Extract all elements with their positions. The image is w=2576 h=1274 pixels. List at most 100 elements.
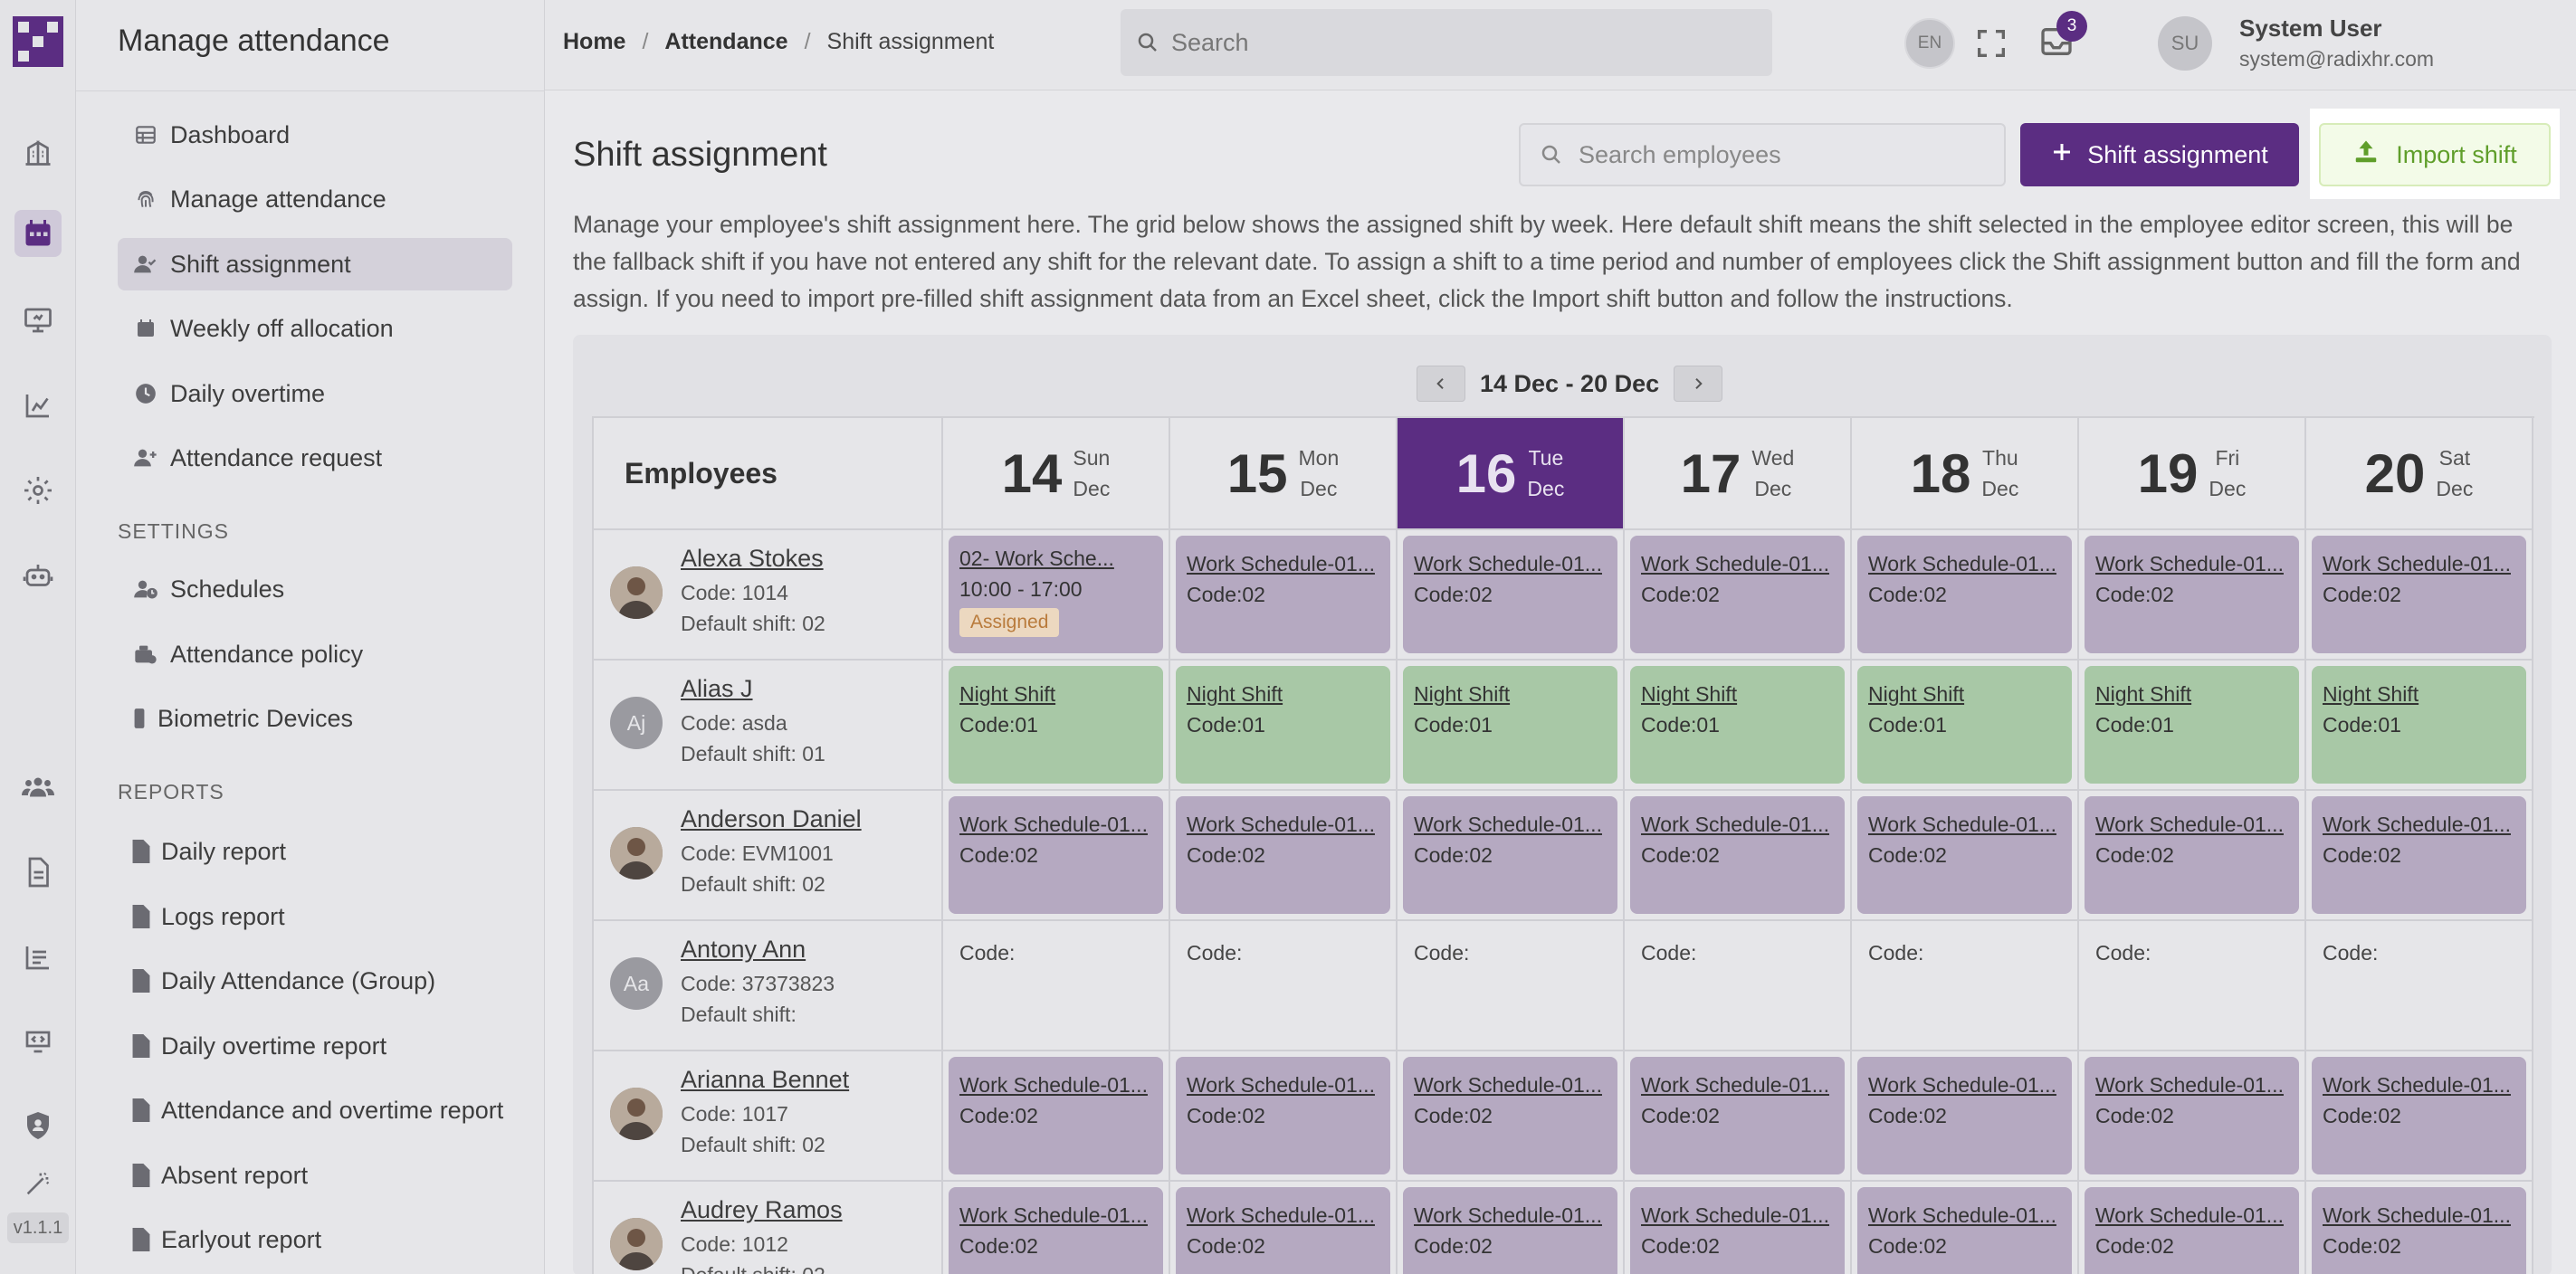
shift-card[interactable]: Work Schedule-01... Code:02 [1403,796,1617,914]
shift-cell[interactable]: Code: [2306,921,2533,1051]
shift-card[interactable]: Work Schedule-01... Code:02 [2085,1057,2299,1174]
shift-name-link[interactable]: Night Shift [959,682,1056,706]
shift-name-link[interactable]: Work Schedule-01... [2323,813,2511,836]
shift-name-link[interactable]: Work Schedule-01... [1187,1203,1375,1227]
shift-card[interactable]: Work Schedule-01... Code:02 [2312,536,2526,653]
shift-cell[interactable]: Night Shift Code:01 [1398,661,1625,791]
shift-cell[interactable]: Work Schedule-01... Code:02 [1625,1182,1852,1274]
shift-cell[interactable]: Work Schedule-01... Code:02 [1625,1051,1852,1182]
sidebar-item-daily-overtime-report[interactable]: Daily overtime report [118,1020,512,1072]
shift-cell[interactable]: 02- Work Sche... 10:00 - 17:00 Assigned [943,530,1170,661]
shift-card[interactable]: Work Schedule-01... Code:02 [949,796,1163,914]
shift-cell[interactable]: Work Schedule-01... Code:02 [1625,530,1852,661]
shift-cell[interactable]: Work Schedule-01... Code:02 [943,1182,1170,1274]
shift-name-link[interactable]: Work Schedule-01... [1187,552,1375,575]
sidebar-item-earlyout-report[interactable]: Earlyout report [118,1213,512,1266]
users-icon[interactable] [14,764,62,811]
shift-name-link[interactable]: Night Shift [2323,682,2419,706]
shift-card[interactable]: Work Schedule-01... Code:02 [1630,796,1845,914]
shift-name-link[interactable]: Work Schedule-01... [1641,1203,1829,1227]
shift-cell[interactable]: Work Schedule-01... Code:02 [1398,1182,1625,1274]
shift-card[interactable]: Night Shift Code:01 [949,666,1163,784]
shift-card[interactable]: Work Schedule-01... Code:02 [1176,536,1390,653]
shift-cell[interactable]: Work Schedule-01... Code:02 [2079,1182,2306,1274]
sidebar-item-weekly-off[interactable]: Weekly off allocation [118,302,512,355]
shift-cell[interactable]: Code: [2079,921,2306,1051]
employee-name-link[interactable]: Audrey Ramos [681,1196,843,1223]
sidebar-item-manage-attendance[interactable]: Manage attendance [118,173,512,225]
shift-name-link[interactable]: Night Shift [1868,682,1965,706]
shift-card[interactable]: Work Schedule-01... Code:02 [2085,796,2299,914]
shift-name-link[interactable]: Work Schedule-01... [2095,552,2284,575]
shift-card[interactable]: Night Shift Code:01 [2085,666,2299,784]
shift-card[interactable]: Work Schedule-01... Code:02 [1630,1057,1845,1174]
sidebar-item-daily-report[interactable]: Daily report [118,825,512,878]
shift-assignment-button[interactable]: Shift assignment [2020,123,2299,186]
shift-card[interactable]: Night Shift Code:01 [1630,666,1845,784]
calendar-icon[interactable] [14,210,62,257]
breadcrumb-attendance[interactable]: Attendance [664,29,788,54]
shift-name-link[interactable]: Work Schedule-01... [1641,552,1829,575]
next-week-button[interactable] [1674,366,1723,402]
language-button[interactable]: EN [1904,18,1955,69]
shift-card[interactable]: Work Schedule-01... Code:02 [949,1057,1163,1174]
shift-name-link[interactable]: Night Shift [2095,682,2192,706]
shift-name-link[interactable]: Work Schedule-01... [1641,1073,1829,1097]
shift-name-link[interactable]: Work Schedule-01... [1641,813,1829,836]
shift-cell[interactable]: Work Schedule-01... Code:02 [1852,1051,2079,1182]
shift-name-link[interactable]: Work Schedule-01... [1187,813,1375,836]
sidebar-item-daily-overtime[interactable]: Daily overtime [118,367,512,420]
sidebar-item-schedules[interactable]: Schedules [118,563,512,615]
shift-cell[interactable]: Work Schedule-01... Code:02 [2079,530,2306,661]
shift-cell[interactable]: Code: [1852,921,2079,1051]
shift-name-link[interactable]: Work Schedule-01... [2323,552,2511,575]
shift-cell[interactable]: Work Schedule-01... Code:02 [1625,791,1852,921]
shift-card[interactable]: Work Schedule-01... Code:02 [2085,536,2299,653]
shift-card[interactable]: Work Schedule-01... Code:02 [2085,1187,2299,1274]
shift-cell[interactable]: Night Shift Code:01 [943,661,1170,791]
shift-cell[interactable]: Work Schedule-01... Code:02 [1398,1051,1625,1182]
shift-name-link[interactable]: Work Schedule-01... [1414,1073,1602,1097]
sidebar-item-shift-assignment[interactable]: Shift assignment [118,238,512,290]
user-avatar[interactable]: SU [2158,16,2212,71]
shift-cell[interactable]: Work Schedule-01... Code:02 [1170,530,1398,661]
breadcrumb-home[interactable]: Home [563,29,626,54]
prev-week-button[interactable] [1417,366,1465,402]
shift-card[interactable]: Work Schedule-01... Code:02 [1403,1057,1617,1174]
shift-cell[interactable]: Work Schedule-01... Code:02 [943,1051,1170,1182]
shift-name-link[interactable]: Work Schedule-01... [1414,552,1602,575]
shift-card[interactable]: Work Schedule-01... Code:02 [1176,796,1390,914]
sidebar-item-absent-report[interactable]: Absent report [118,1149,512,1202]
shift-name-link[interactable]: Work Schedule-01... [1868,552,2056,575]
shift-card[interactable]: Night Shift Code:01 [2312,666,2526,784]
chart-icon[interactable] [14,382,62,429]
shift-card[interactable]: Work Schedule-01... Code:02 [2312,796,2526,914]
shift-card[interactable]: Night Shift Code:01 [1857,666,2072,784]
shift-name-link[interactable]: Work Schedule-01... [959,1203,1148,1227]
building-icon[interactable] [14,128,62,176]
employee-name-link[interactable]: Alias J [681,675,753,702]
shift-card[interactable]: Work Schedule-01... Code:02 [1857,1187,2072,1274]
shift-card[interactable]: 02- Work Sche... 10:00 - 17:00 Assigned [949,536,1163,653]
shift-cell[interactable]: Night Shift Code:01 [1852,661,2079,791]
shift-cell[interactable]: Code: [943,921,1170,1051]
shift-cell[interactable]: Work Schedule-01... Code:02 [2306,1182,2533,1274]
shift-cell[interactable]: Work Schedule-01... Code:02 [1852,791,2079,921]
shift-cell[interactable]: Work Schedule-01... Code:02 [2079,791,2306,921]
sidebar-item-attendance-request[interactable]: Attendance request [118,432,512,484]
shift-cell[interactable]: Work Schedule-01... Code:02 [1398,791,1625,921]
shift-card[interactable]: Work Schedule-01... Code:02 [2312,1057,2526,1174]
fullscreen-icon[interactable] [1973,25,2009,66]
shift-name-link[interactable]: Work Schedule-01... [2095,1073,2284,1097]
shift-cell[interactable]: Work Schedule-01... Code:02 [2306,791,2533,921]
shift-card[interactable]: Work Schedule-01... Code:02 [2312,1187,2526,1274]
shift-cell[interactable]: Work Schedule-01... Code:02 [943,791,1170,921]
shift-card[interactable]: Work Schedule-01... Code:02 [1176,1057,1390,1174]
shift-card[interactable]: Work Schedule-01... Code:02 [1857,796,2072,914]
shift-name-link[interactable]: Night Shift [1414,682,1511,706]
shift-name-link[interactable]: Work Schedule-01... [1414,813,1602,836]
shift-cell[interactable]: Night Shift Code:01 [2306,661,2533,791]
shift-card[interactable]: Work Schedule-01... Code:02 [949,1187,1163,1274]
shift-cell[interactable]: Work Schedule-01... Code:02 [1398,530,1625,661]
shift-name-link[interactable]: Work Schedule-01... [1414,1203,1602,1227]
